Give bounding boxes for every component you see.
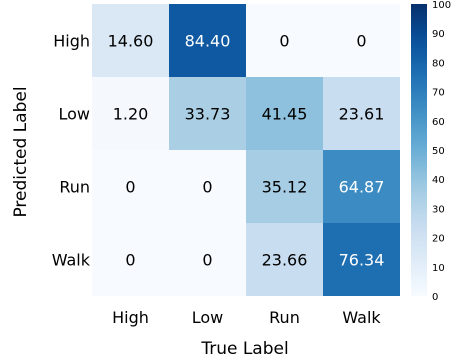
heatmap-cell-2-0 (92, 150, 169, 223)
cell-value-label: 23.66 (262, 251, 308, 270)
cell-value-label: 23.61 (339, 105, 385, 124)
heatmap-cell-2-1 (169, 150, 246, 223)
y-tick-labels: High Low Run Walk (52, 32, 91, 270)
cell-value-label: 0 (125, 251, 135, 270)
colorbar-tick-label: 20 (432, 234, 445, 245)
heatmap-cell-0-2 (246, 4, 323, 77)
colorbar-tick-labels: 0 10 20 30 40 50 60 70 80 90 100 (432, 0, 451, 303)
heatmap-cells: 14.60 84.40 0 0 1.20 33.73 41.45 23.61 0 0 35.12 64… (92, 4, 400, 296)
colorbar-tick-label: 70 (432, 88, 445, 99)
heatmap-cell-2-2 (246, 150, 323, 223)
cell-value-label: 64.87 (339, 178, 385, 197)
colorbar-tick-label: 30 (432, 204, 445, 215)
cell-value-label: 35.12 (262, 178, 308, 197)
cell-value-label: 0 (356, 32, 366, 51)
heatmap-cell-3-2 (246, 223, 323, 296)
colorbar-tick-label: 50 (432, 146, 445, 157)
colorbar-tick-label: 40 (432, 175, 445, 186)
heatmap-cell-3-1 (169, 223, 246, 296)
heatmap-cell-0-1 (169, 4, 246, 77)
heatmap-cell-1-0 (92, 77, 169, 150)
cell-value-label: 14.60 (108, 32, 154, 51)
x-tick-label: Low (192, 308, 224, 327)
colorbar-tick-label: 10 (432, 263, 445, 274)
heatmap-cell-3-3 (323, 223, 400, 296)
colorbar-tick-label: 0 (432, 292, 438, 303)
colorbar-tick-label: 80 (432, 58, 445, 69)
colorbar-tick-label: 60 (432, 117, 445, 128)
heatmap-cell-1-3 (323, 77, 400, 150)
x-tick-label: Walk (342, 308, 381, 327)
y-tick-label: Walk (52, 251, 91, 270)
heatmap-cell-3-0 (92, 223, 169, 296)
x-tick-label: Run (269, 308, 300, 327)
colorbar (411, 4, 427, 296)
cell-value-label: 41.45 (262, 105, 308, 124)
heatmap-cell-0-0 (92, 4, 169, 77)
cell-value-label: 0 (202, 251, 212, 270)
cell-value-label: 84.40 (185, 32, 231, 51)
cell-value-label: 33.73 (185, 105, 231, 124)
heatmap-cell-1-1 (169, 77, 246, 150)
colorbar-tick-label: 90 (432, 29, 445, 40)
cell-value-label: 0 (202, 178, 212, 197)
y-tick-label: Low (58, 105, 90, 124)
x-tick-labels: High Low Run Walk (112, 308, 381, 327)
colorbar-tick-label: 100 (432, 0, 451, 11)
x-tick-label: High (112, 308, 149, 327)
cell-value-label: 0 (279, 32, 289, 51)
cell-value-label: 76.34 (339, 251, 385, 270)
cell-value-label: 0 (125, 178, 135, 197)
heatmap-cell-1-2 (246, 77, 323, 150)
heatmap-cell-0-3 (323, 4, 400, 77)
x-axis-label: True Label (200, 339, 288, 359)
cell-value-label: 1.20 (113, 105, 149, 124)
y-tick-label: High (53, 32, 90, 51)
y-tick-label: Run (59, 178, 90, 197)
y-axis-label: Predicted Label (11, 86, 31, 217)
heatmap-cell-2-3 (323, 150, 400, 223)
